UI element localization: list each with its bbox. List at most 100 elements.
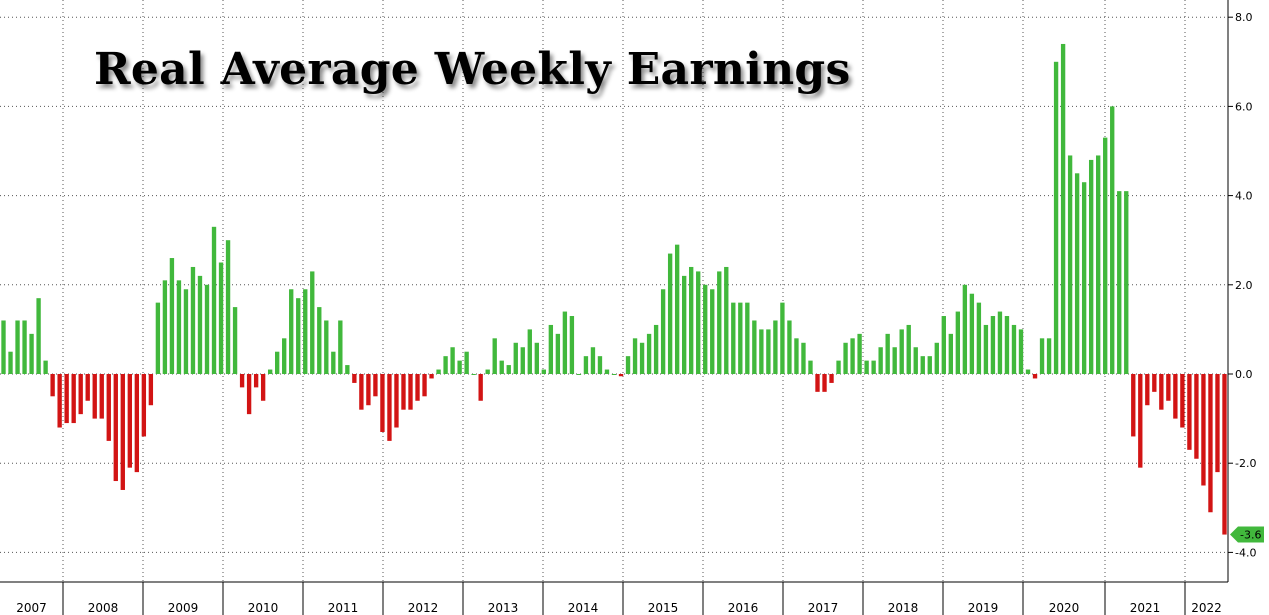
bar (169, 258, 175, 374)
bar (78, 374, 83, 415)
bar (148, 374, 154, 406)
bar (1103, 137, 1108, 374)
bar (443, 356, 448, 374)
bar (57, 374, 62, 428)
bar (415, 374, 420, 401)
bar (766, 329, 771, 374)
last-value-marker: -3.6 (1230, 526, 1264, 543)
bar (1117, 191, 1122, 374)
bar (127, 374, 132, 468)
bar (597, 356, 603, 374)
bar (485, 369, 490, 374)
bar (674, 244, 680, 374)
last-value-tag (1230, 526, 1264, 543)
x-tick-label: 2007 (16, 601, 47, 615)
bar (289, 289, 294, 374)
bar (85, 374, 90, 401)
bar (15, 320, 20, 374)
bar (99, 374, 104, 419)
bar (801, 342, 806, 374)
bar (64, 374, 69, 424)
bar (1, 320, 6, 374)
bar (850, 338, 855, 374)
y-tick-label: 0.0 (1235, 368, 1253, 381)
x-tick-label: 2018 (888, 601, 919, 615)
bar (885, 333, 890, 374)
bar (927, 356, 932, 374)
x-tick-label: 2013 (488, 601, 519, 615)
bar (724, 266, 729, 374)
bar (773, 320, 778, 374)
bar (176, 280, 182, 374)
bar (843, 342, 848, 374)
bar (450, 347, 455, 374)
bar (1166, 374, 1171, 401)
bar (506, 365, 511, 374)
bar (1159, 374, 1164, 410)
bar (625, 356, 631, 374)
bar (408, 374, 413, 410)
bar (92, 374, 97, 419)
bar (225, 240, 231, 374)
bar (253, 374, 259, 388)
bar (373, 374, 378, 397)
bar (457, 360, 462, 374)
x-tick-label: 2017 (808, 601, 839, 615)
x-tick-label: 2009 (168, 601, 199, 615)
bar-series (1, 43, 1227, 535)
bar (941, 316, 946, 374)
bar (899, 329, 904, 374)
bar (1088, 159, 1094, 374)
bar (1131, 374, 1136, 437)
bar (738, 302, 743, 374)
bar (218, 262, 224, 374)
bar (1032, 374, 1038, 379)
bar (1124, 191, 1129, 374)
bar (997, 311, 1003, 374)
y-axis: 8.0 6.0 4.0 2.0 0.0 -2.0 -4.0 (1227, 0, 1256, 582)
bar (464, 351, 469, 374)
bar (703, 284, 708, 374)
x-tick-label: 2008 (88, 601, 119, 615)
bar (618, 374, 624, 377)
bar (787, 320, 792, 374)
x-tick-label: 2022 (1191, 601, 1222, 615)
bar (759, 329, 764, 374)
gridlines (0, 0, 1228, 615)
x-tick-label: 2020 (1049, 601, 1080, 615)
bar (632, 338, 638, 374)
bar (29, 333, 34, 374)
x-tick-label: 2014 (568, 601, 599, 615)
bar (71, 374, 76, 424)
bar (260, 374, 266, 401)
bar (983, 324, 989, 374)
bar (190, 266, 196, 374)
bar (492, 338, 497, 374)
bar (1215, 374, 1220, 473)
bar (969, 293, 975, 374)
bar (1110, 106, 1115, 375)
bar (513, 342, 518, 374)
bar (155, 302, 161, 374)
bar (197, 275, 203, 374)
bar (1060, 43, 1066, 375)
bar (590, 347, 596, 374)
bar (436, 369, 441, 374)
y-tick-label: -2.0 (1235, 457, 1256, 470)
x-tick-label: 2019 (968, 601, 999, 615)
bar (324, 320, 329, 374)
bar (731, 302, 736, 374)
bar (394, 374, 399, 428)
bar (1138, 374, 1143, 468)
bar (836, 360, 841, 374)
bar (282, 338, 287, 374)
bar (499, 360, 504, 374)
bar (689, 266, 694, 374)
bar (745, 302, 750, 374)
bar (976, 302, 982, 374)
x-tick-label: 2016 (728, 601, 759, 615)
bar (955, 311, 961, 374)
x-tick-label: 2010 (248, 601, 279, 615)
bar (359, 374, 364, 410)
bar (569, 316, 575, 374)
